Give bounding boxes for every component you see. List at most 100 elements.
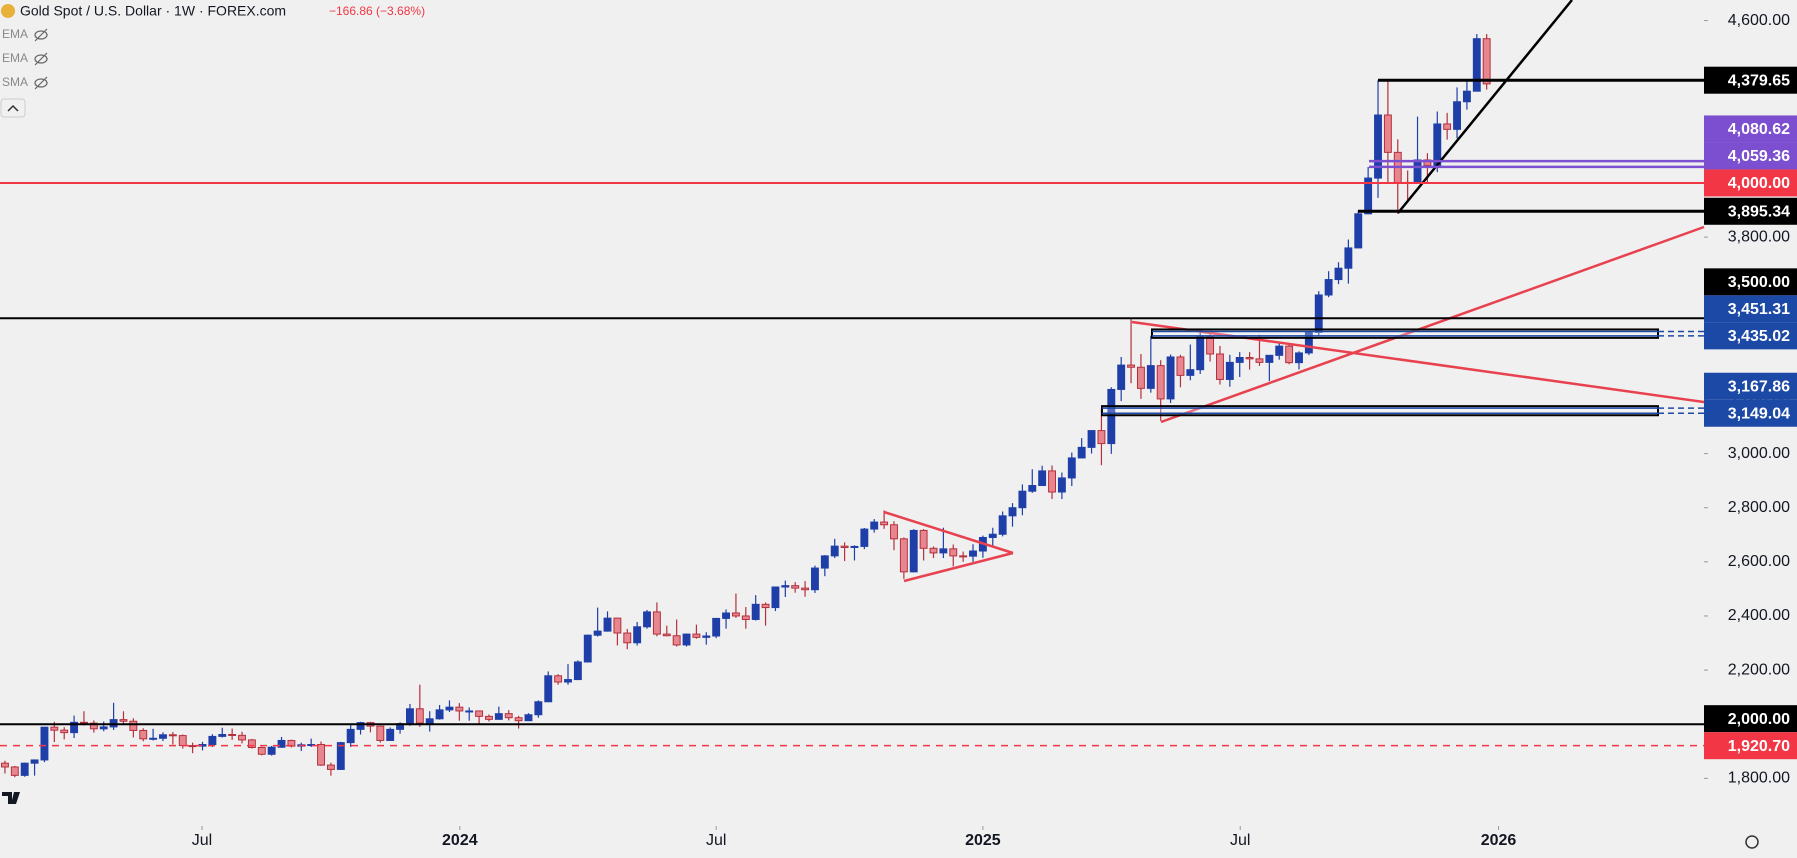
candle-body [1265, 354, 1274, 363]
indicator[interactable]: SMA [2, 75, 28, 89]
trendline [883, 510, 1014, 555]
candle-body [494, 713, 503, 720]
x-tick-label: 2026 [1481, 832, 1517, 849]
indicator[interactable]: EMA [2, 51, 28, 65]
price-tag-label: 4,379.65 [1728, 72, 1790, 89]
candle-body [1196, 335, 1205, 371]
candle-body [326, 764, 335, 770]
candle-body [1245, 357, 1254, 360]
candle-body [998, 515, 1007, 535]
candle-body [1176, 356, 1185, 376]
candle-body [1285, 345, 1294, 364]
price-tag [1704, 322, 1797, 350]
candle-body [1275, 345, 1284, 356]
candle-body [603, 617, 612, 632]
candle-body [544, 675, 553, 703]
candle-body [1097, 430, 1106, 445]
x-tick-label: Jul [192, 832, 212, 849]
candle-body [1077, 446, 1086, 459]
candle-body [514, 717, 523, 722]
candle-body [850, 545, 859, 548]
candle-body [228, 734, 237, 737]
candle-body [771, 586, 780, 609]
candle-body [218, 734, 227, 737]
candle-body [1235, 357, 1244, 363]
candle-body [257, 746, 266, 755]
candle-body [445, 706, 454, 711]
price-tag [1704, 399, 1797, 427]
candle-body [662, 633, 671, 637]
candle-body [811, 567, 819, 591]
candle-body [1295, 352, 1303, 364]
trendline [903, 551, 1014, 583]
candle-body [267, 746, 276, 755]
candle-body [1255, 358, 1264, 363]
candle-body [1166, 356, 1175, 400]
candle-body [909, 529, 918, 573]
header: Gold Spot / U.S. Dollar · 1W · FOREX.com… [0, 3, 425, 118]
candle-body [1067, 457, 1076, 479]
candle-body [317, 744, 325, 766]
level-box [1101, 405, 1659, 417]
price-tag-label: 3,500.00 [1728, 274, 1790, 291]
candle-body [969, 550, 977, 557]
candle-body [1107, 388, 1116, 445]
indicator[interactable]: EMA [2, 27, 28, 41]
eye-icons [34, 28, 48, 90]
candle-body [346, 728, 355, 744]
price-tag [1704, 268, 1797, 296]
candle-body [376, 725, 385, 741]
candle-body [781, 585, 790, 588]
candle-body [593, 630, 602, 636]
candle-body [751, 603, 760, 620]
candle-body [247, 739, 256, 748]
candle-body [554, 675, 563, 683]
candle-body [623, 632, 632, 644]
candle-body [40, 726, 49, 761]
price-tag-label: 4,080.62 [1728, 121, 1790, 138]
price-change: −166.86 (−3.68%) [329, 4, 425, 18]
candle-body [830, 545, 839, 557]
candle-body [1028, 485, 1037, 492]
candle-body [949, 548, 958, 557]
candle-body [1048, 470, 1056, 493]
collapse-icon [7, 104, 19, 112]
candle-body [939, 548, 948, 554]
candle-body [524, 714, 533, 722]
levels [0, 78, 1704, 747]
candle-body [405, 708, 414, 725]
price-tag-label: 4,000.00 [1728, 175, 1790, 192]
y-tick-label: 2,800.00 [1728, 499, 1790, 516]
candle-body [455, 706, 464, 712]
candle-body [336, 742, 345, 770]
y-tick-label: 3,800.00 [1728, 228, 1790, 245]
candle-body [1453, 101, 1461, 130]
price-tag [1704, 66, 1797, 94]
candle-body [89, 722, 98, 730]
candle-body [475, 710, 484, 717]
candle-body [643, 611, 651, 628]
candle-body [159, 734, 167, 739]
candle-body [415, 708, 424, 724]
y-tick-label: 1,800.00 [1728, 770, 1790, 787]
candle-body [1087, 430, 1096, 448]
settings-icon[interactable] [1745, 835, 1759, 849]
candle-body [277, 739, 286, 748]
price-tag-label: 3,451.31 [1728, 301, 1790, 318]
candle-body [99, 726, 108, 730]
candle-body [80, 721, 88, 724]
candle-body [692, 633, 701, 638]
candle-body [959, 555, 968, 558]
candle-body [178, 735, 187, 747]
candle-body [1413, 159, 1422, 184]
y-tick-label: 4,600.00 [1728, 12, 1790, 29]
collapse-button[interactable] [0, 98, 26, 118]
price-tag [1704, 197, 1797, 225]
candle-body [20, 762, 29, 776]
candle-body [1364, 177, 1373, 215]
price-tags: 4,379.65 4,080.62 4,059.36 4,000.00 3,895.34… [1704, 66, 1797, 760]
candle-body [1117, 364, 1126, 390]
candle-body [386, 728, 395, 741]
candle-body [761, 603, 770, 609]
candle-body [1383, 114, 1392, 153]
